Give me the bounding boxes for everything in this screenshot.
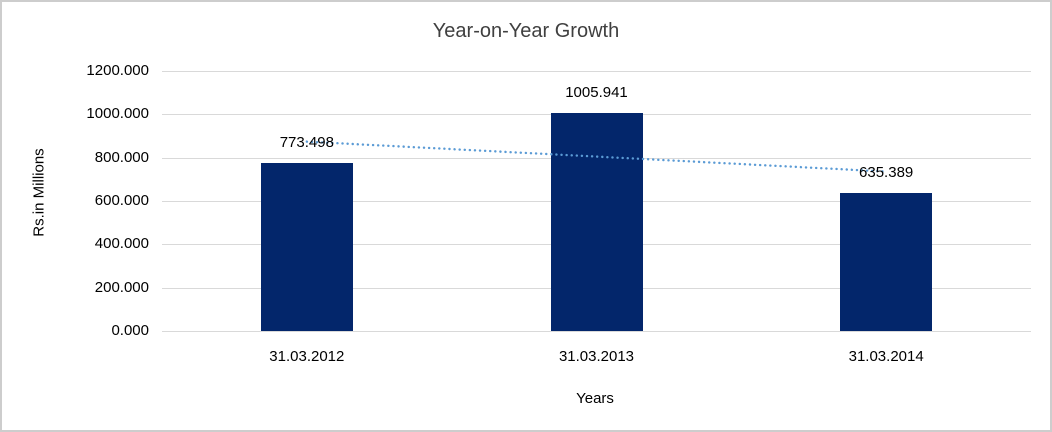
bar-31-03-2012 xyxy=(260,163,353,331)
gridline xyxy=(162,71,1031,72)
y-axis-tick-label: 0.000 xyxy=(111,322,149,339)
y-axis-tick-label: 1200.000 xyxy=(86,62,149,79)
x-axis-category-label: 31.03.2012 xyxy=(269,348,345,365)
x-axis-category-label: 31.03.2014 xyxy=(848,348,924,365)
bar-value-label: 773.498 xyxy=(279,134,334,152)
bar-31-03-2014 xyxy=(840,193,933,331)
chart-title: Year-on-Year Growth xyxy=(432,20,620,42)
y-axis-tick-label: 800.000 xyxy=(94,148,149,166)
y-axis-tick-label: 200.000 xyxy=(94,278,149,296)
y-axis-tick-label: 600.000 xyxy=(94,192,149,209)
gridline xyxy=(162,331,1031,332)
y-axis-tick-label: 400.000 xyxy=(94,235,149,253)
y-axis-tick-label: 1000.000 xyxy=(86,105,149,123)
x-axis-category-label: 31.03.2013 xyxy=(558,348,635,365)
bar-value-label: 635.389 xyxy=(859,164,914,182)
x-axis-title: Years xyxy=(576,390,614,407)
y-axis-title: Rs.in Millions xyxy=(30,148,48,237)
bar-value-label: 1005.941 xyxy=(565,84,628,102)
bar-31-03-2013 xyxy=(550,113,643,331)
